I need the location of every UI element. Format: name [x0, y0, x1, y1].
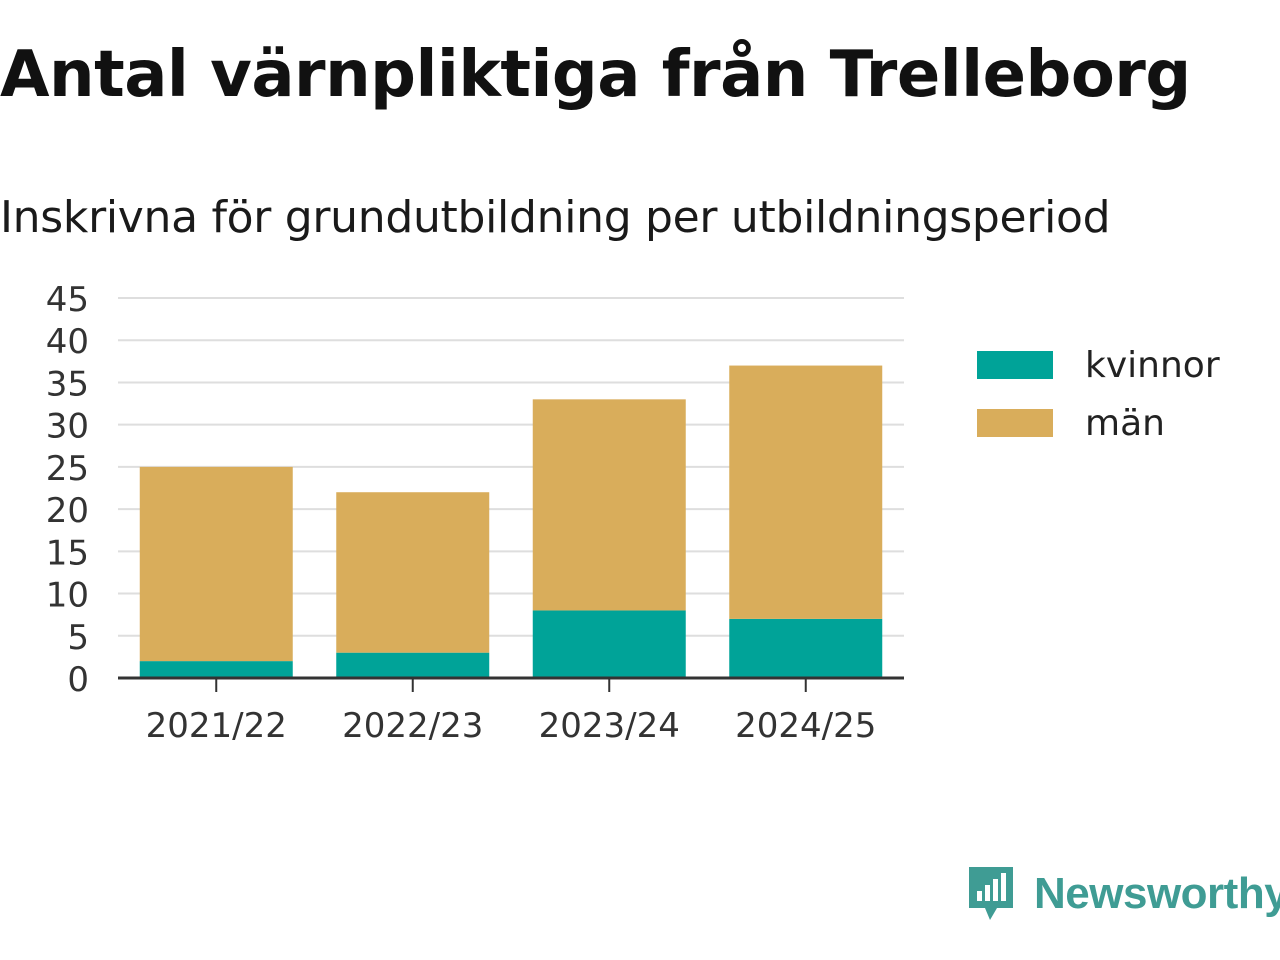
x-tick-label: 2021/22 — [146, 706, 287, 746]
chart-subtitle: Inskrivna för grundutbildning per utbild… — [0, 192, 1111, 243]
legend-item-kvinnor: kvinnor — [977, 336, 1220, 394]
bar-mn-2021-22 — [139, 466, 293, 662]
y-tick-label: 0 — [67, 660, 89, 700]
bar-kvinnor-2022-23 — [336, 652, 490, 678]
y-tick-label: 30 — [46, 407, 89, 447]
newsworthy-logo-icon — [969, 867, 1013, 920]
brand-name: Newsworthy — [1034, 869, 1280, 918]
chart-title: Antal värnpliktiga från Trelleborg — [0, 38, 1191, 112]
bars — [139, 365, 883, 678]
x-tick-label: 2022/23 — [342, 706, 483, 746]
y-tick-label: 40 — [46, 322, 89, 362]
legend-swatch-man — [977, 409, 1053, 437]
x-tick-label: 2023/24 — [539, 706, 680, 746]
y-tick-label: 5 — [67, 618, 89, 658]
bar-kvinnor-2024-25 — [729, 618, 883, 678]
bar-kvinnor-2021-22 — [139, 661, 293, 678]
bar-mn-2022-23 — [336, 492, 490, 653]
y-tick-label: 10 — [46, 576, 89, 616]
x-tick-label: 2024/25 — [735, 706, 876, 746]
brand: Newsworthy — [966, 864, 1280, 924]
y-tick-label: 20 — [46, 491, 89, 531]
legend-label-kvinnor: kvinnor — [1085, 344, 1220, 386]
y-tick-label: 35 — [46, 364, 89, 404]
bar-mn-2023-24 — [532, 399, 686, 611]
y-tick-label: 15 — [46, 533, 89, 573]
legend-item-man: män — [977, 394, 1220, 452]
legend-swatch-kvinnor — [977, 351, 1053, 379]
x-axis-ticks: 2021/22 2022/23 2023/24 2024/25 — [146, 678, 876, 746]
y-tick-label: 45 — [46, 280, 89, 320]
y-tick-label: 25 — [46, 449, 89, 489]
bar-mn-2024-25 — [729, 365, 883, 619]
bar-kvinnor-2023-24 — [532, 610, 686, 678]
legend: kvinnor män — [977, 336, 1220, 452]
legend-label-man: män — [1085, 402, 1165, 444]
